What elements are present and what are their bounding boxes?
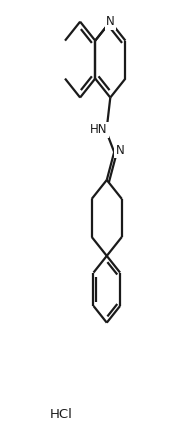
Text: HN: HN [90,124,107,136]
Text: N: N [116,144,125,157]
Text: HCl: HCl [49,408,72,421]
Text: N: N [106,15,115,28]
